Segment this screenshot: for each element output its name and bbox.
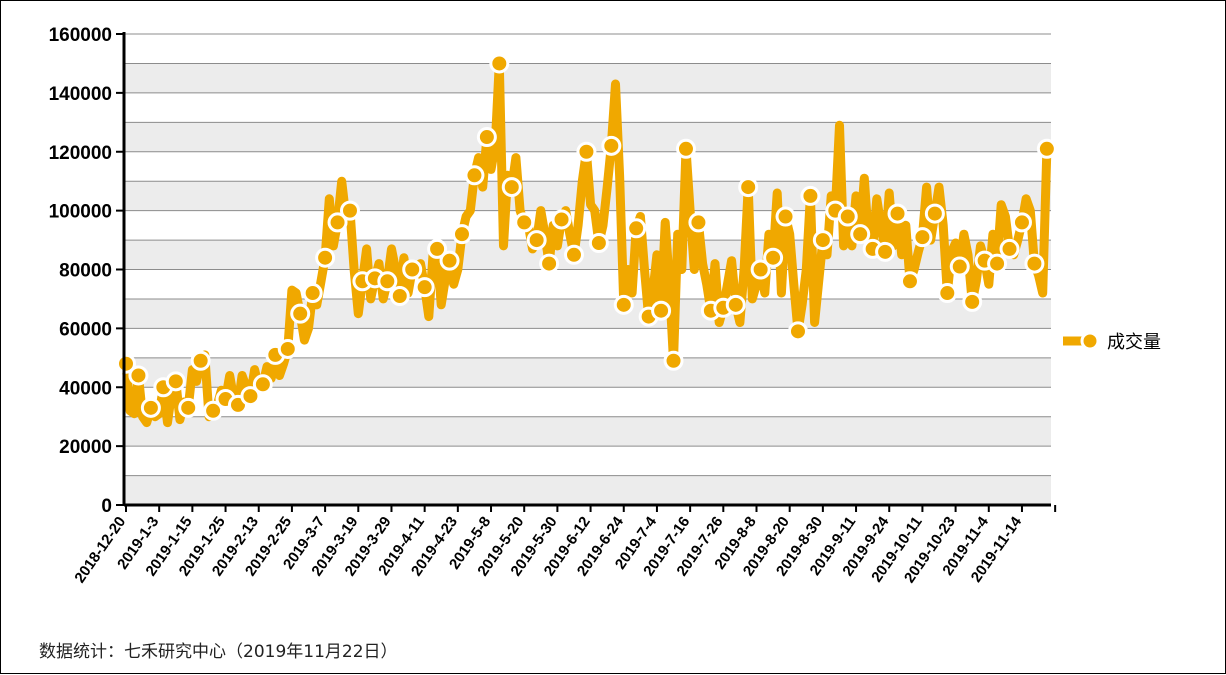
y-tick-label: 100000 (49, 202, 112, 223)
data-point (651, 300, 672, 321)
data-point (489, 53, 510, 74)
data-point (899, 271, 920, 292)
data-point (626, 218, 647, 239)
plot-band (124, 328, 1051, 358)
plot-band (124, 416, 1051, 447)
data-point (302, 283, 323, 304)
data-point (128, 365, 149, 386)
data-point (1011, 212, 1032, 233)
data-point (377, 271, 398, 292)
y-tick-label: 40000 (59, 378, 112, 399)
legend: 成交量 (1063, 331, 1161, 353)
plot-band (124, 446, 1051, 476)
data-point (812, 230, 833, 251)
data-point (962, 291, 983, 312)
data-point (315, 247, 336, 268)
data-point (763, 247, 784, 268)
plot-band (124, 92, 1051, 123)
data-point (514, 212, 535, 233)
data-point (116, 353, 136, 374)
data-point (526, 230, 547, 251)
data-point (924, 203, 945, 224)
x-tick-label: 2018-12-20 (71, 514, 129, 587)
y-tick-label: 20000 (59, 437, 112, 458)
data-point (837, 206, 858, 227)
data-point (414, 277, 435, 298)
data-point (551, 209, 572, 230)
y-tick-label: 120000 (49, 143, 112, 164)
data-point (339, 200, 360, 221)
plot-band (124, 269, 1051, 299)
data-point (165, 371, 186, 392)
legend-marker-icon (1080, 331, 1100, 351)
plot-band (124, 63, 1051, 93)
y-axis-ticks: 0 20000 40000 60000 80000 100000 120000 140000 1… (49, 25, 124, 517)
data-point (203, 400, 224, 421)
data-point (501, 177, 522, 198)
y-tick-label: 140000 (49, 84, 112, 105)
plot-band (124, 387, 1051, 417)
data-point (389, 285, 410, 306)
data-point (875, 241, 896, 262)
data-point (675, 138, 696, 159)
data-point (563, 244, 584, 265)
data-point (439, 250, 460, 271)
y-tick-label: 160000 (49, 25, 112, 46)
data-point (937, 283, 958, 304)
data-point (190, 350, 211, 371)
data-point (252, 374, 273, 395)
y-tick-label: 80000 (59, 261, 112, 282)
data-point (750, 259, 771, 280)
data-point (688, 212, 709, 233)
data-point (1024, 253, 1045, 274)
data-point (476, 127, 497, 148)
data-point (178, 397, 199, 418)
data-point (725, 294, 746, 315)
data-point (663, 350, 684, 371)
data-point (277, 338, 298, 359)
source-note: 数据统计：七禾研究中心（2019年11月22日） (39, 642, 398, 662)
data-point (140, 397, 161, 418)
x-axis-ticks: 2018-12-202019-1-32019-1-152019-1-252019… (71, 505, 1057, 587)
data-point (787, 321, 808, 342)
y-tick-label: 0 (101, 496, 112, 517)
data-point (800, 185, 821, 206)
data-point (576, 141, 597, 162)
legend-label: 成交量 (1107, 332, 1161, 353)
data-point (588, 233, 609, 254)
data-point (912, 227, 933, 248)
plot-band (124, 298, 1051, 329)
data-point (999, 238, 1020, 259)
axes (122, 32, 1051, 507)
data-point (427, 238, 448, 259)
data-point (240, 386, 261, 407)
volume-markers (116, 53, 1057, 421)
data-point (775, 206, 796, 227)
data-point (290, 303, 311, 324)
data-point (451, 224, 472, 245)
data-point (464, 165, 485, 186)
data-point (601, 135, 622, 156)
data-point (887, 203, 908, 224)
data-point (539, 253, 560, 274)
data-point (738, 177, 759, 198)
data-point (327, 212, 348, 233)
data-point (1036, 138, 1057, 159)
data-point (402, 259, 423, 280)
plot-band (124, 34, 1051, 64)
y-tick-label: 60000 (59, 319, 112, 340)
data-point (613, 294, 634, 315)
data-point (987, 253, 1008, 274)
plot-band (124, 475, 1051, 505)
data-point (850, 224, 871, 245)
plot-band (124, 210, 1051, 241)
data-point (949, 256, 970, 277)
